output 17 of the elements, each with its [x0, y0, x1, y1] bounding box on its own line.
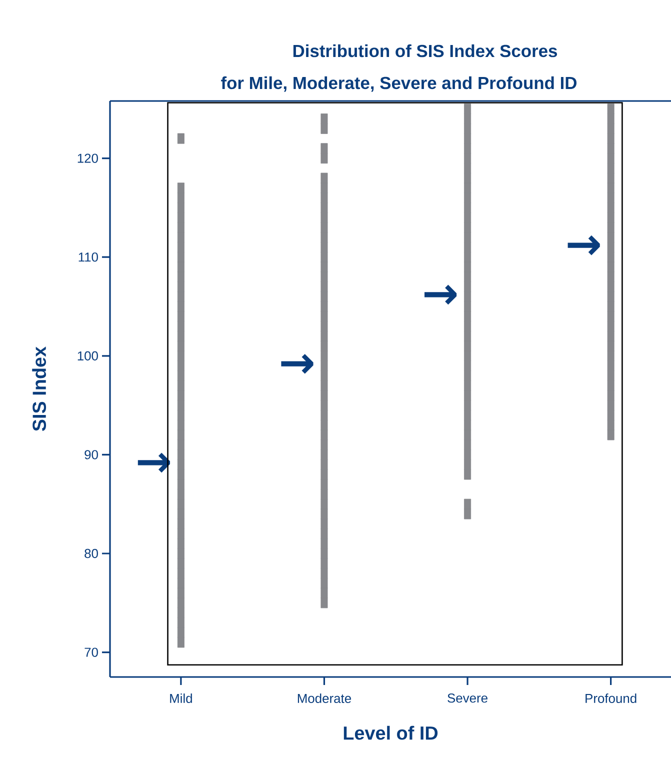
annotation: →: [568, 235, 600, 256]
y-tick-label: 70: [84, 648, 98, 657]
annotation: →: [281, 354, 314, 374]
annotation: →: [424, 284, 457, 305]
x-tick-label: Profound: [586, 694, 636, 704]
x-tick-label: Severe: [448, 694, 488, 703]
y-axis-title: SIS Index: [32, 346, 46, 432]
x-tick-label: Mild: [170, 694, 192, 704]
y-tick-label: 90: [84, 450, 98, 460]
y-tick-label: 80: [84, 548, 98, 558]
chart-subtitle: for Mile, Moderate, Severe and Profound ID: [221, 76, 576, 92]
y-tick-label: 110: [78, 252, 98, 262]
chart-title: Distribution of SIS Index Scores: [293, 44, 558, 58]
x-axis-title: Level of ID: [344, 726, 438, 740]
y-tick-label: 120: [78, 154, 98, 163]
y-tick-label: 100: [78, 351, 98, 360]
x-tick-label: Moderate: [298, 694, 351, 704]
